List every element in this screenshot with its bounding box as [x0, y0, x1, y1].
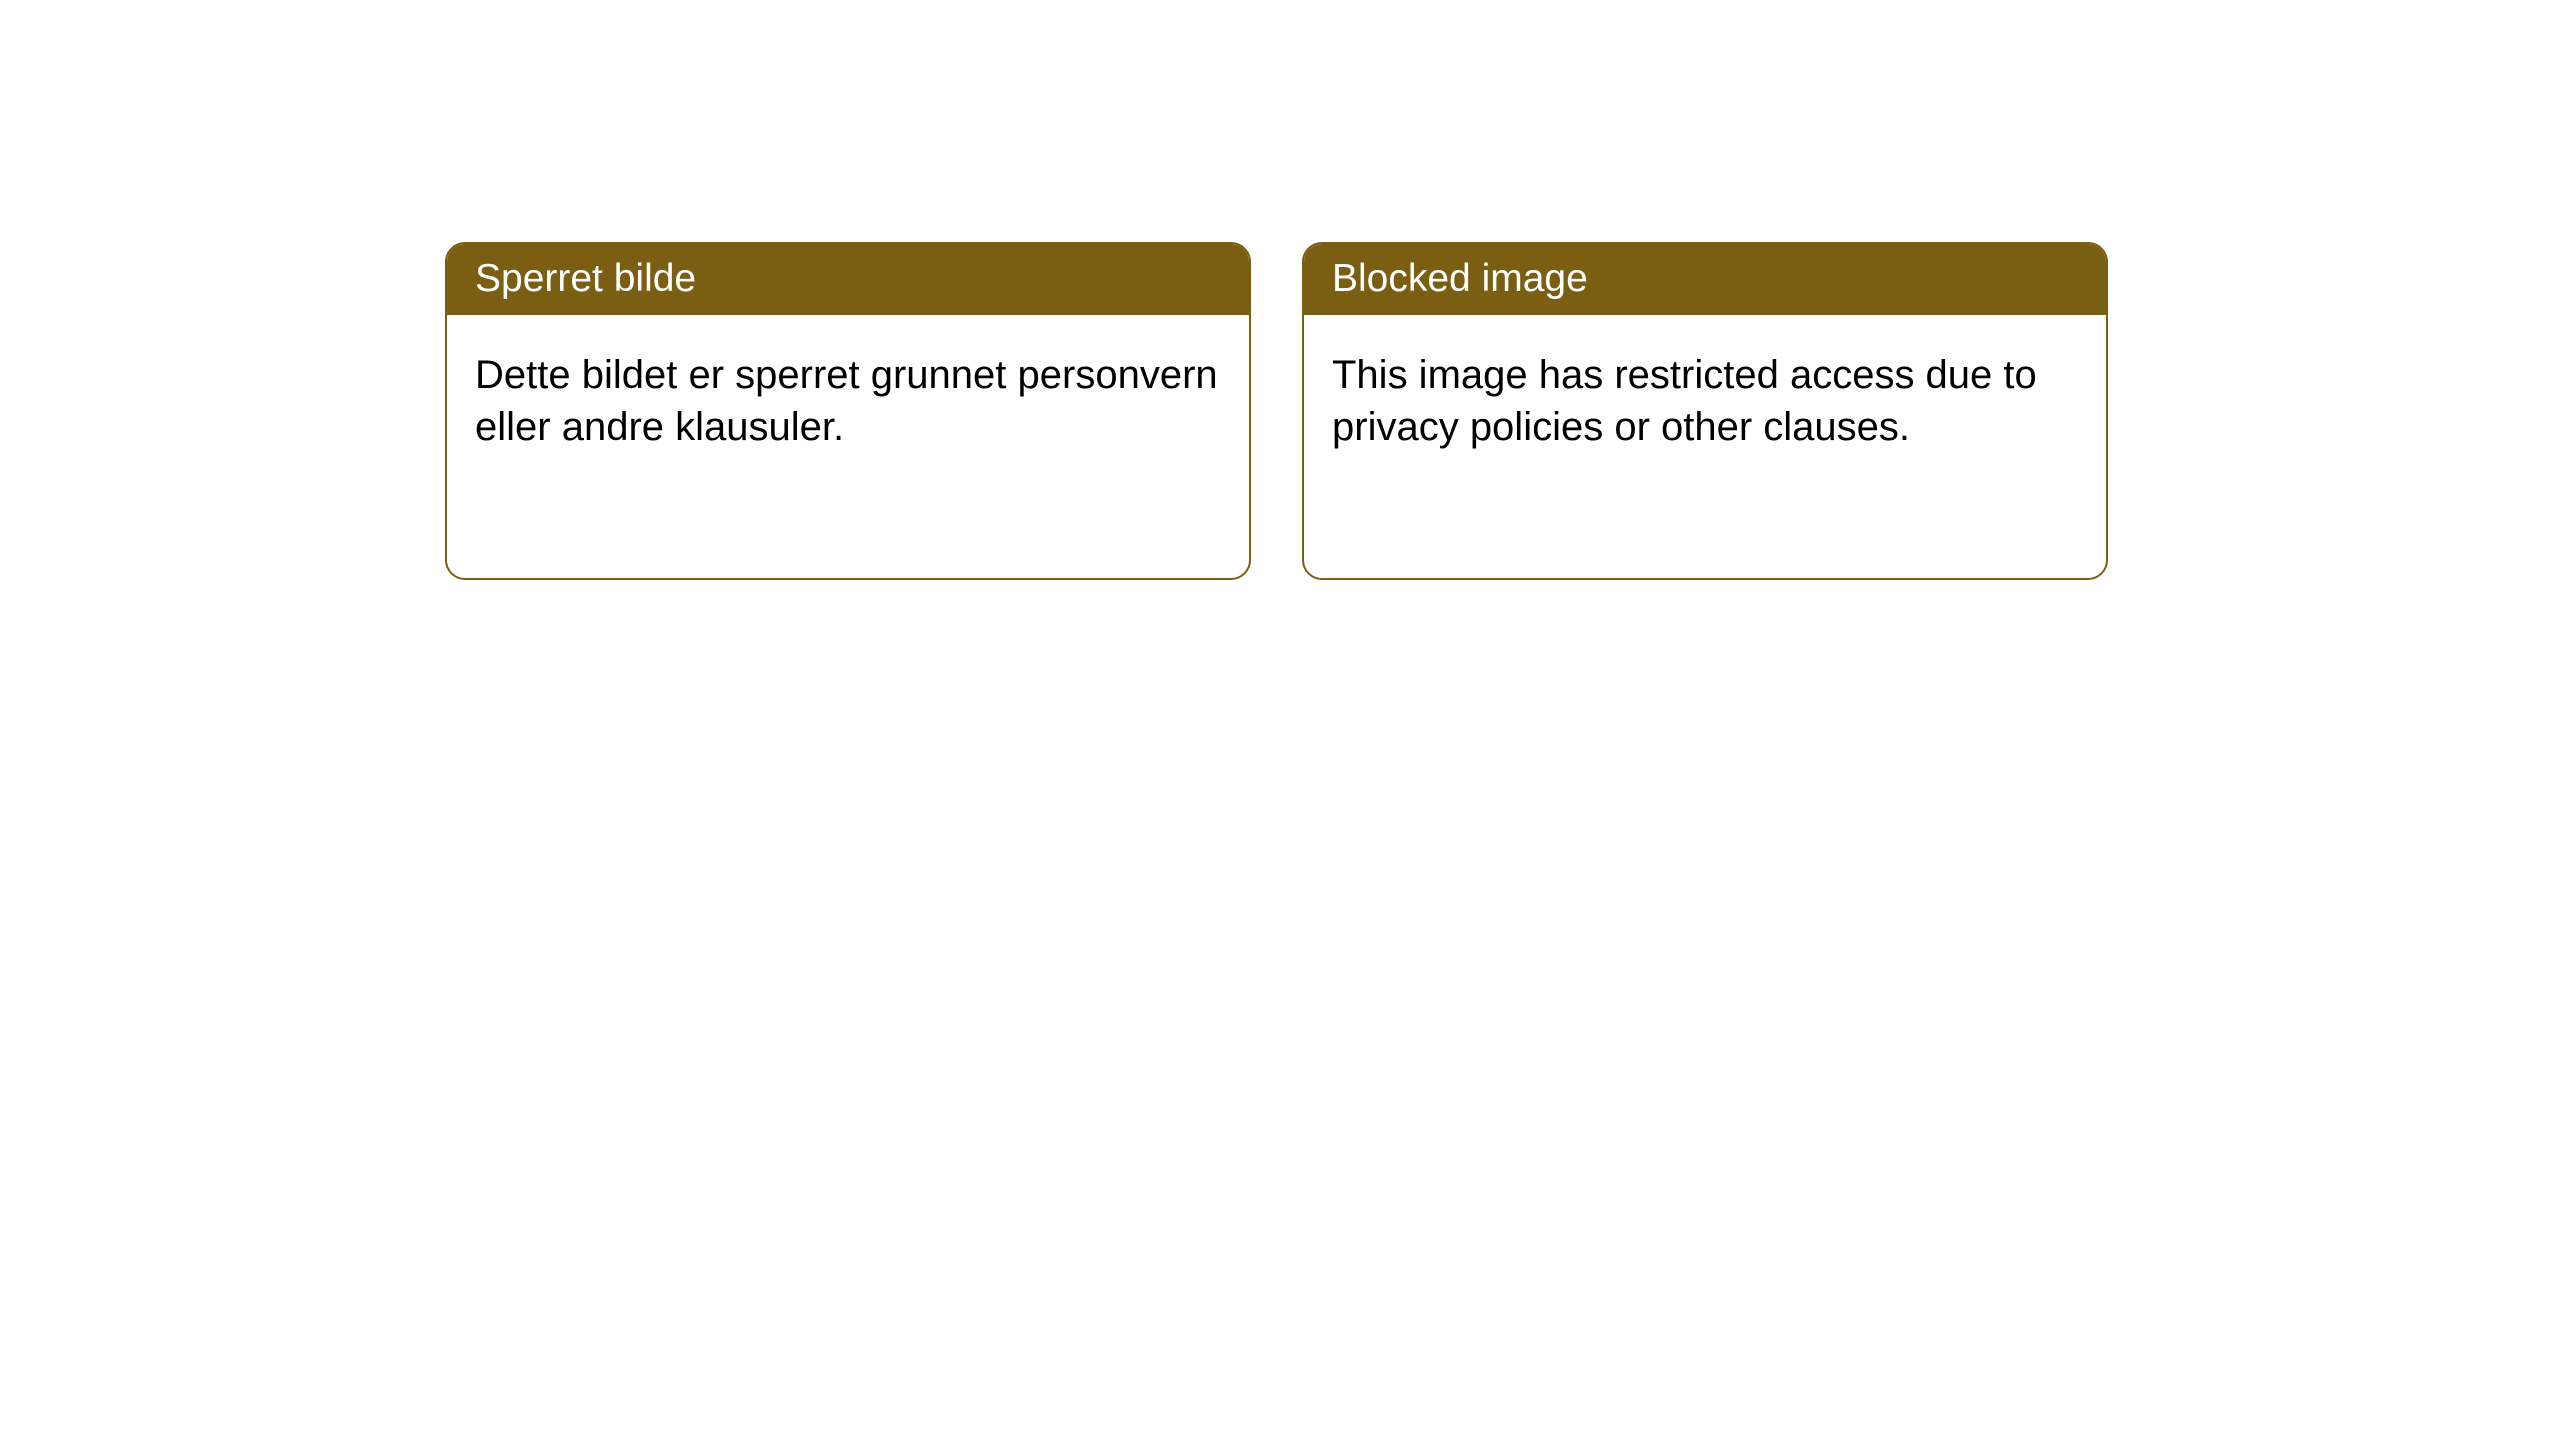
card-body: Dette bildet er sperret grunnet personve… [447, 315, 1249, 487]
notice-cards-wrapper: Sperret bilde Dette bildet er sperret gr… [0, 0, 2560, 580]
card-header: Sperret bilde [447, 244, 1249, 315]
card-body: This image has restricted access due to … [1304, 315, 2106, 487]
notice-card-norwegian: Sperret bilde Dette bildet er sperret gr… [445, 242, 1251, 580]
card-header: Blocked image [1304, 244, 2106, 315]
notice-card-english: Blocked image This image has restricted … [1302, 242, 2108, 580]
card-header-text: Blocked image [1332, 257, 1588, 300]
card-body-text: This image has restricted access due to … [1332, 353, 2037, 449]
card-body-text: Dette bildet er sperret grunnet personve… [475, 353, 1218, 449]
card-header-text: Sperret bilde [475, 257, 696, 300]
